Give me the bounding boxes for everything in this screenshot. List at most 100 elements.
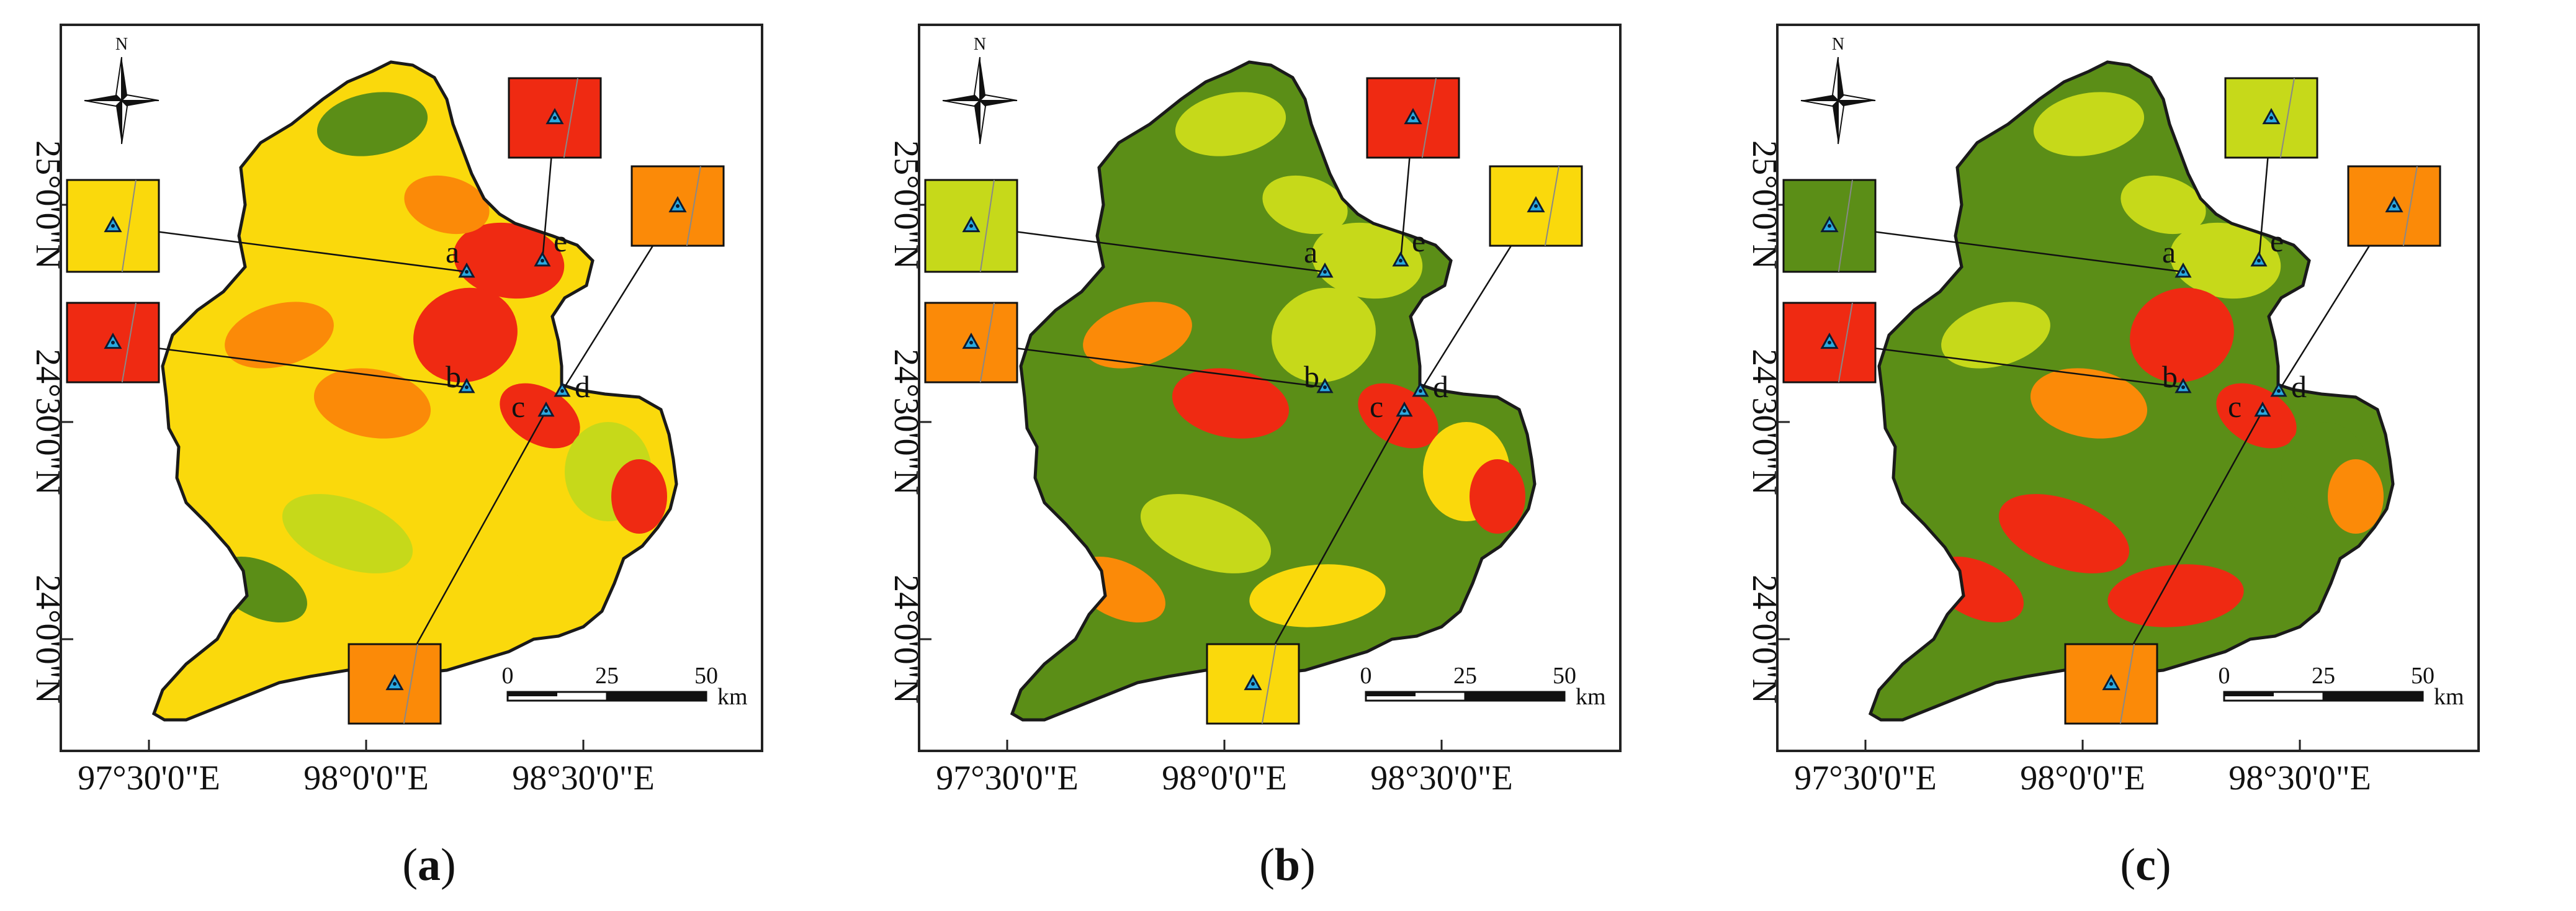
leader-line-c: [1252, 410, 1406, 684]
site-marker-icon-dot: [2277, 389, 2281, 393]
inset-marker-icon-dot: [969, 341, 973, 344]
site-label-a: a: [1304, 235, 1317, 269]
suitability-patch: [1249, 564, 1386, 627]
site-marker-icon-dot: [2261, 409, 2264, 413]
site-marker-icon-dot: [544, 409, 548, 413]
inset-marker-icon-dot: [969, 224, 973, 228]
suitability-patch: [1941, 302, 2050, 369]
inset-boundary: [2402, 166, 2418, 246]
lat-label: 25°0'0"N: [887, 140, 925, 269]
site-label-c: c: [511, 389, 525, 424]
lat-label: 24°30'0"N: [1745, 349, 1784, 495]
map-panel-c: 25°0'0"N 24°30'0"N 24°0'0"N 97°30'0"E 98°0'0…: [1717, 0, 2575, 911]
lon-label: 98°30'0"E: [2228, 759, 2371, 797]
site-marker-icon-dot: [1323, 385, 1327, 389]
site-label-c: c: [1370, 389, 1383, 424]
scale-unit: km: [1576, 684, 1606, 710]
suitability-patch: [2170, 222, 2281, 299]
site-label-b: b: [446, 359, 461, 394]
site-marker-icon-dot: [1399, 259, 1402, 263]
map-figure: 25°0'0"N 24°30'0"N 24°0'0"N 97°30'0"E 98°0'0…: [1745, 24, 2480, 797]
suitability-patch: [611, 459, 667, 534]
north-arrow-icon: N: [1800, 35, 1876, 145]
site-marker-icon-dot: [465, 385, 469, 389]
suitability-patch: [404, 175, 490, 235]
inset-marker-icon-dot: [2392, 204, 2396, 208]
inset-boundary: [121, 302, 137, 383]
lon-label: 98°0'0"E: [1162, 759, 1287, 797]
inset-marker-icon-dot: [111, 341, 115, 344]
scale-segment: [1366, 692, 1416, 696]
lat-label: 24°30'0"N: [887, 349, 925, 495]
inset-boundary: [686, 166, 701, 246]
compass-label: N: [115, 35, 128, 54]
scale-segment: [1464, 691, 1566, 702]
site-marker-icon-dot: [1323, 270, 1327, 274]
inset-marker-icon-dot: [553, 116, 557, 120]
inset-marker-icon-dot: [393, 682, 397, 686]
inset-box-e: [508, 77, 602, 159]
map-figure: 25°0'0"N 24°30'0"N 24°0'0"N 97°30'0"E 98°0'0…: [29, 24, 763, 797]
suitability-patch: [1140, 494, 1272, 573]
suitability-patch: [1272, 287, 1376, 383]
inset-boundary: [563, 78, 578, 158]
lon-label: 98°30'0"E: [512, 759, 655, 797]
scale-label: 0: [502, 663, 514, 689]
suitability-patch: [1083, 302, 1192, 369]
inset-marker-icon-dot: [111, 224, 115, 228]
map-panel-a: 25°0'0"N 24°30'0"N 24°0'0"N 97°30'0"E 98°0'0…: [0, 0, 858, 911]
scale-label: 50: [2411, 663, 2435, 689]
inset-marker-icon-dot: [2269, 116, 2273, 120]
inset-marker-icon-dot: [1534, 204, 1538, 208]
suitability-patch: [313, 368, 431, 439]
inset-marker-icon-dot: [1828, 224, 1831, 228]
leader-line-c: [393, 410, 547, 684]
compass-label: N: [974, 35, 986, 54]
suitability-patch: [2130, 287, 2234, 383]
inset-boundary: [2279, 78, 2295, 158]
site-label-b: b: [1304, 359, 1319, 394]
leader-line-a: [971, 225, 1326, 273]
inset-marker-icon-dot: [676, 204, 680, 208]
panel-caption: (c): [2120, 840, 2171, 891]
site-marker-icon-dot: [560, 389, 564, 393]
suitability-patch: [2030, 368, 2148, 439]
site-marker-icon-dot: [541, 259, 544, 263]
scale-label: 25: [1453, 663, 1477, 689]
suitability-patch: [453, 222, 565, 299]
site-label-a: a: [2162, 235, 2176, 269]
suitability-patch: [413, 287, 518, 383]
compass-label: N: [1832, 35, 1844, 54]
inset-boundary: [1544, 166, 1560, 246]
scale-unit: km: [717, 684, 748, 710]
inset-boundary: [1261, 644, 1277, 724]
site-label-c: c: [2228, 389, 2242, 424]
site-label-e: e: [554, 223, 567, 258]
map-figure: 25°0'0"N 24°30'0"N 24°0'0"N 97°30'0"E 98°0'0…: [887, 24, 1622, 797]
scale-label: 25: [595, 663, 619, 689]
lon-label: 98°30'0"E: [1370, 759, 1513, 797]
suitability-patch: [1470, 459, 1525, 534]
region-boundary: [1868, 60, 2395, 722]
suitability-patch: [316, 92, 428, 156]
suitability-patch: [391, 564, 527, 627]
scale-segment: [508, 692, 557, 696]
inset-boundary: [2119, 644, 2135, 724]
leader-line-c: [2110, 410, 2264, 684]
suitability-patch: [1175, 92, 1286, 156]
region-boundary: [151, 60, 678, 722]
site-label-e: e: [1412, 223, 1425, 258]
map-panel-b: 25°0'0"N 24°30'0"N 24°0'0"N 97°30'0"E 98°0'0…: [858, 0, 1717, 911]
site-marker-icon-dot: [2257, 259, 2261, 263]
site-label-d: d: [2291, 369, 2307, 404]
suitability-patch: [225, 302, 334, 369]
north-arrow-icon: N: [84, 35, 159, 145]
suitability-patch: [2328, 459, 2384, 534]
inset-boundary: [979, 302, 995, 383]
site-marker-icon-dot: [1419, 389, 1422, 393]
north-arrow-icon: N: [942, 35, 1018, 145]
site-label-d: d: [575, 369, 590, 404]
panel-caption: (b): [1259, 840, 1316, 891]
